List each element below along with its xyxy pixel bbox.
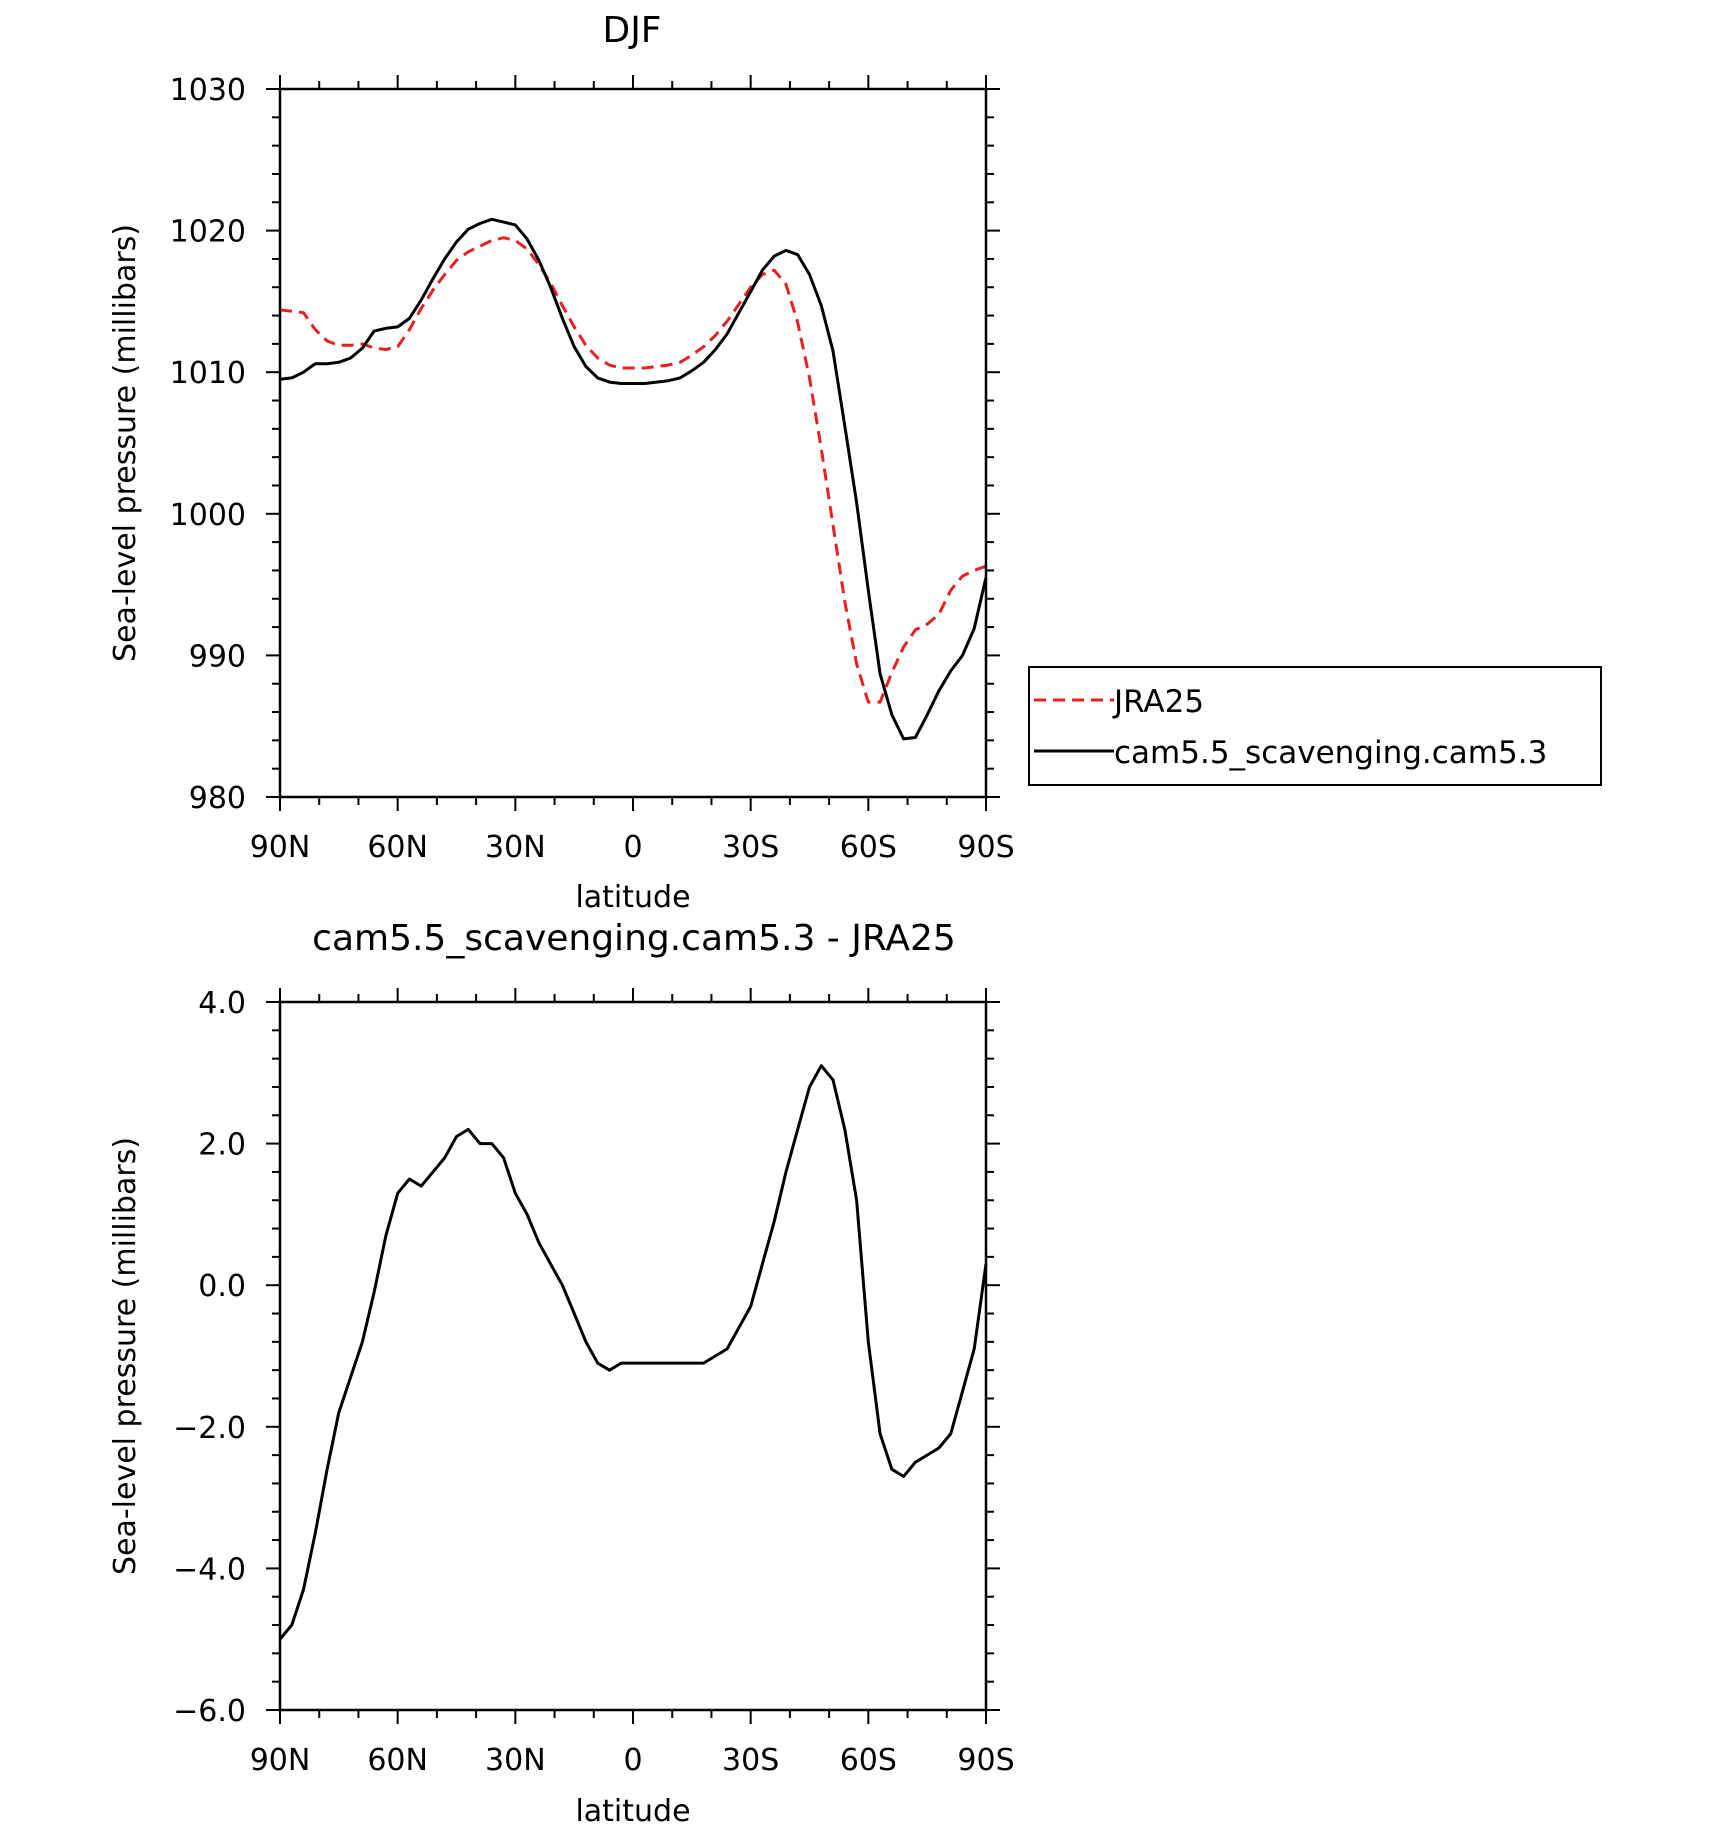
x-tick-label: 30S [722, 830, 779, 865]
series-lines [279, 217, 988, 741]
x-tick-label: 90N [250, 1743, 311, 1778]
y-axis-label: Sea-level pressure (millibars) [108, 1137, 143, 1575]
plot-frame [278, 1000, 988, 1712]
series-line-jra25 [279, 236, 987, 704]
x-tick-labels: 90N 60N 30N 0 30S 60S 90S [250, 830, 1015, 865]
legend-label-jra25: JRA25 [1112, 684, 1204, 720]
panel-title: cam5.5_scavenging.cam5.3 - JRA25 [312, 918, 956, 959]
x-tick-label: 90S [957, 830, 1014, 865]
sea-level-pressure-panel: DJF 90N 60N 30N 0 30S 60S 90S 980 990 1000 1010 10… [108, 10, 1015, 915]
series-line-cam5-5-scavenging-cam5-3 [279, 217, 988, 741]
x-tick-label: 30N [485, 1743, 546, 1778]
y-tick-label: 1010 [170, 356, 246, 391]
legend: JRA25 cam5.5_scavenging.cam5.3 [1028, 666, 1602, 786]
x-tick-label: 0 [623, 1743, 642, 1778]
x-tick-label: 60S [840, 1743, 897, 1778]
legend-label-cam: cam5.5_scavenging.cam5.3 [1114, 735, 1547, 771]
x-tick-label: 90S [957, 1743, 1014, 1778]
series-lines [278, 1064, 988, 1641]
x-tick-label: 30S [722, 1743, 779, 1778]
y-tick-label: −2.0 [173, 1411, 246, 1446]
y-tick-labels: −6.0 −4.0 −2.0 0.0 2.0 4.0 [173, 986, 246, 1729]
x-axis-label: latitude [575, 880, 690, 915]
y-tick-label: 1030 [170, 73, 246, 108]
axis-ticks [266, 988, 1000, 1724]
y-tick-label: 0.0 [198, 1269, 246, 1304]
y-tick-label: −4.0 [173, 1552, 246, 1587]
y-tick-label: 990 [189, 639, 246, 674]
series-line-difference [278, 1064, 988, 1641]
y-axis-label: Sea-level pressure (millibars) [108, 224, 143, 662]
y-tick-label: 980 [189, 781, 246, 816]
difference-panel: cam5.5_scavenging.cam5.3 - JRA25 90N 60N 3… [108, 918, 1015, 1827]
x-tick-label: 0 [623, 830, 642, 865]
y-tick-label: 4.0 [198, 986, 246, 1021]
panel-title: DJF [602, 10, 661, 51]
y-tick-label: 2.0 [198, 1128, 246, 1163]
y-tick-label: 1000 [170, 498, 246, 533]
axis-ticks [266, 75, 1000, 811]
x-tick-label: 60N [367, 830, 428, 865]
y-tick-labels: 980 990 1000 1010 1020 1030 [170, 73, 246, 816]
legend-box [1028, 666, 1602, 786]
x-tick-label: 30N [485, 830, 546, 865]
y-tick-label: −6.0 [173, 1694, 246, 1729]
x-tick-label: 60S [840, 830, 897, 865]
x-tick-labels: 90N 60N 30N 0 30S 60S 90S [250, 1743, 1015, 1778]
plot-frame [278, 87, 988, 799]
x-tick-label: 60N [367, 1743, 428, 1778]
x-axis-label: latitude [575, 1794, 690, 1827]
y-tick-label: 1020 [170, 215, 246, 250]
x-tick-label: 90N [250, 830, 311, 865]
